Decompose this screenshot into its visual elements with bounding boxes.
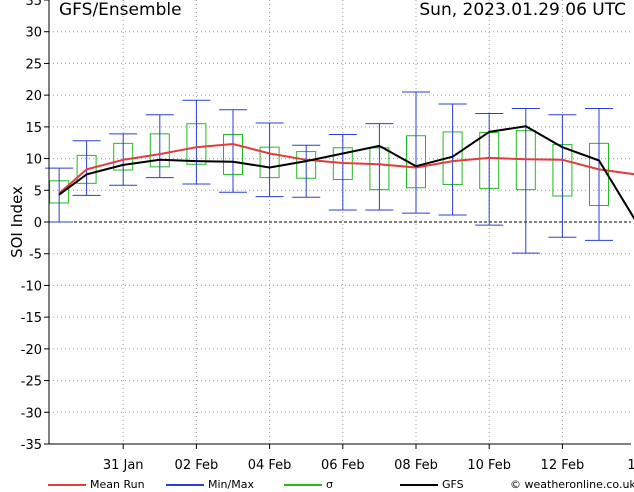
sigma-boxes: [49, 123, 609, 207]
mean-run-line: [58, 143, 634, 195]
x-tick-label: 10 Feb: [467, 458, 511, 473]
y-tick-label: 35: [25, 0, 42, 9]
x-tick-label: 04 Feb: [248, 458, 292, 473]
x-tick-label: 14: [627, 458, 634, 473]
y-axis-label: SOI Index: [8, 186, 26, 258]
y-tick-label: 20: [25, 89, 42, 104]
x-tick-label: 06 Feb: [321, 458, 365, 473]
y-tick-label: 15: [25, 121, 42, 136]
y-tick-label: -15: [21, 311, 42, 326]
gfs-line: [58, 125, 634, 220]
x-tick-label: 02 Feb: [175, 458, 219, 473]
legend-mean-run-swatch: [48, 484, 86, 486]
y-tick-label: 25: [25, 57, 42, 72]
x-tick-label: 08 Feb: [394, 458, 438, 473]
x-tick-label: 12 Feb: [541, 458, 585, 473]
gridlines: [49, 0, 631, 444]
chart-title: GFS/Ensemble: [59, 0, 182, 20]
series-lines: [58, 125, 634, 220]
x-tick-label: 31 Jan: [103, 458, 144, 473]
x-tick-labels: 31 Jan 02 Feb 04 Feb 06 Feb 08 Feb 10 Feb 12 F…: [103, 458, 634, 473]
y-tick-label: -20: [21, 343, 42, 358]
y-tick-label: 5: [34, 184, 42, 199]
y-tick-label: -10: [21, 279, 42, 294]
y-tick-label: -5: [29, 248, 42, 263]
legend-min-max-label: Min/Max: [208, 478, 254, 491]
legend-sigma-swatch: [284, 484, 322, 486]
y-tick-label: 30: [25, 26, 42, 41]
chart-datetime: Sun, 2023.01.29 06 UTC: [419, 0, 626, 20]
legend-min-max-swatch: [166, 484, 204, 486]
legend-sigma-label: σ: [326, 478, 333, 491]
y-tick-label: -35: [21, 438, 42, 453]
credit-label: © weatheronline.co.uk: [510, 478, 634, 491]
legend-gfs-label: GFS: [442, 478, 464, 491]
min-max-bars: [45, 91, 613, 254]
y-tick-labels: 35 30 25 20 15 10 5 0 -5 -10 -15 -20 -25 -30 -35: [21, 0, 42, 453]
y-tick-label: 0: [34, 216, 42, 231]
legend-gfs-swatch: [400, 484, 438, 486]
y-tick-label: -25: [21, 375, 42, 390]
y-tick-label: 10: [25, 153, 42, 168]
legend: Mean Run Min/Max σ GFS © weatheronline.c…: [0, 478, 634, 492]
y-tick-label: -30: [21, 406, 42, 421]
legend-mean-run-label: Mean Run: [90, 478, 145, 491]
axes: [44, 0, 631, 449]
